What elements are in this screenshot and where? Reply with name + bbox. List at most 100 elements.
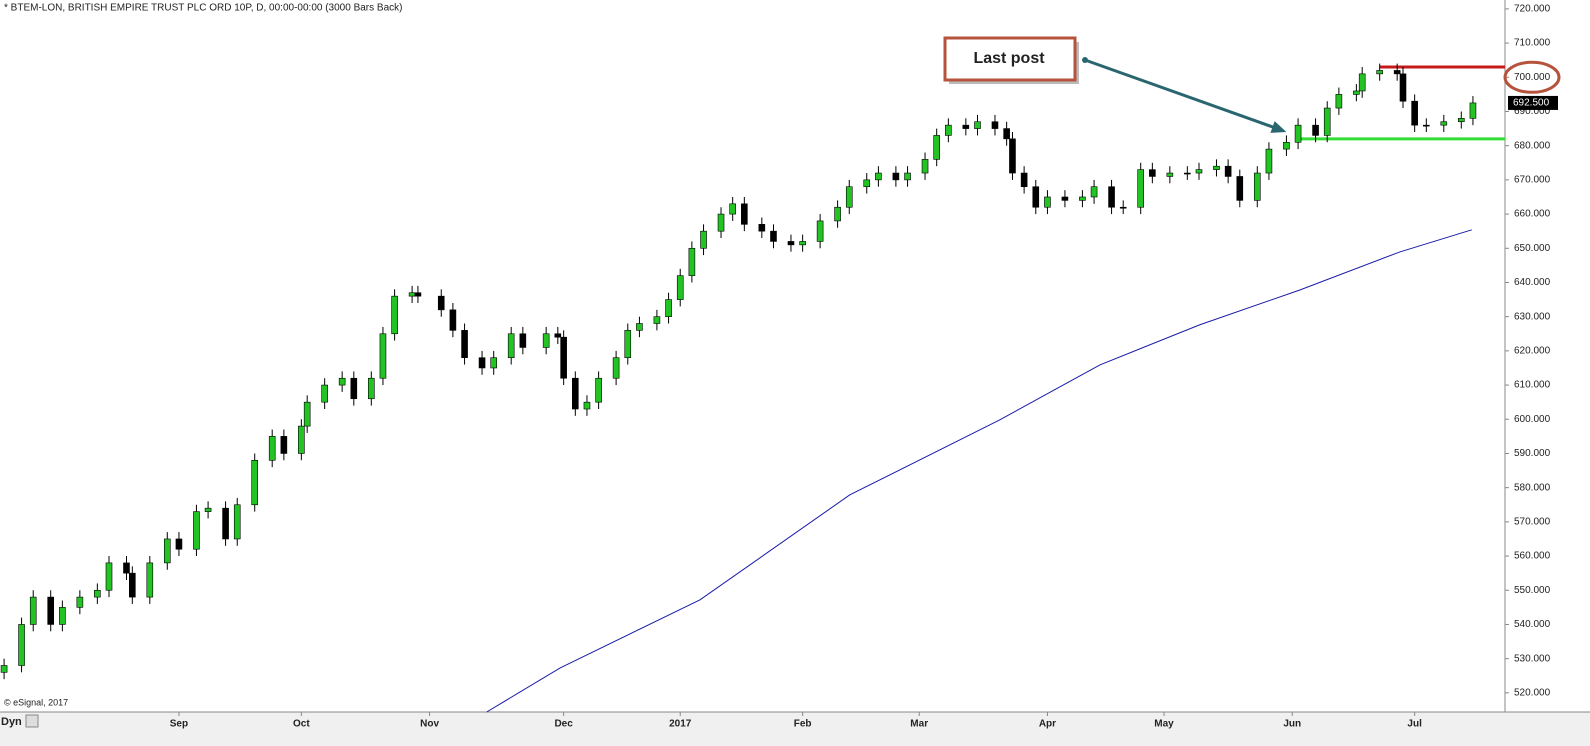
- candle-body: [1312, 124, 1319, 136]
- candle-body: [163, 538, 171, 564]
- y-tick-label: 540.000: [1514, 619, 1551, 630]
- candle-body: [251, 460, 259, 506]
- moving-average: [486, 229, 1472, 713]
- y-tick-label: 720.000: [1514, 4, 1551, 15]
- candle-body: [1137, 169, 1144, 208]
- x-tick-label: Oct: [293, 719, 310, 730]
- candle-body: [962, 124, 970, 129]
- candle-body: [787, 241, 795, 246]
- y-tick-label: 520.000: [1514, 687, 1551, 698]
- candle-body: [1184, 172, 1191, 175]
- candle-body: [175, 538, 183, 550]
- y-tick-label: 630.000: [1514, 311, 1551, 322]
- y-tick-label: 640.000: [1514, 277, 1551, 288]
- candle-body: [350, 377, 358, 400]
- candle-body: [1294, 124, 1302, 143]
- candle-body: [688, 247, 696, 276]
- candle-body: [974, 121, 981, 129]
- y-tick-label: 650.000: [1514, 243, 1551, 254]
- y-tick-label: 620.000: [1514, 346, 1551, 357]
- candle-body: [1353, 90, 1360, 95]
- candle-body: [1009, 138, 1016, 174]
- candle-body: [542, 333, 550, 348]
- x-tick-label: Nov: [420, 719, 439, 730]
- candle-body: [845, 186, 853, 208]
- candle-body: [222, 507, 229, 540]
- candle-body: [1469, 102, 1477, 119]
- candle-body: [1393, 70, 1401, 75]
- candle-body: [408, 292, 416, 297]
- candle-body: [303, 401, 311, 427]
- tick-highlight: [1503, 60, 1561, 94]
- candle-body: [624, 330, 632, 359]
- last-price-box: [1508, 95, 1558, 110]
- y-tick-label: 660.000: [1514, 209, 1551, 220]
- candle-body: [560, 336, 567, 379]
- candle-body: [665, 299, 672, 317]
- candle-body: [321, 384, 328, 403]
- candle-body: [1358, 73, 1366, 92]
- candle-body: [1166, 172, 1174, 177]
- candle-body: [338, 377, 346, 386]
- candle-body: [892, 172, 900, 181]
- y-tick-label: 710.000: [1514, 38, 1551, 49]
- candle-body: [268, 436, 276, 461]
- candle-body: [367, 377, 375, 400]
- annotation-box: [943, 36, 1077, 82]
- candle-body: [595, 377, 602, 403]
- candle-body: [1020, 172, 1028, 188]
- annotation-text: Last post: [973, 50, 1045, 67]
- candle-body: [1149, 169, 1156, 177]
- candle-body: [59, 607, 66, 625]
- x-tick-label: Jun: [1283, 719, 1301, 730]
- x-tick-label: May: [1154, 719, 1174, 730]
- candle-body: [583, 401, 591, 410]
- candle-body: [449, 309, 457, 331]
- candle-body: [945, 124, 952, 136]
- candle-body: [18, 624, 25, 666]
- candle-body: [414, 292, 422, 297]
- candle-body: [437, 295, 445, 311]
- lock-icon[interactable]: [25, 714, 39, 728]
- candle-body: [676, 275, 684, 300]
- candle-body: [0, 665, 8, 673]
- candle-body: [700, 230, 707, 249]
- candle-body: [507, 333, 515, 359]
- candle-body: [921, 159, 929, 174]
- y-tick-label: 580.000: [1514, 482, 1551, 493]
- candle-body: [758, 224, 766, 232]
- candle-body: [1265, 148, 1273, 174]
- candle-body: [1224, 165, 1232, 177]
- candle-body: [1079, 196, 1086, 201]
- candle-body: [47, 596, 55, 625]
- candle-body: [1440, 121, 1448, 126]
- candle-body: [1457, 118, 1465, 123]
- candle-body: [146, 562, 154, 598]
- candle-body: [1195, 169, 1203, 174]
- candle-body: [799, 241, 806, 246]
- arrow-head: [1270, 121, 1287, 133]
- candle-body: [1411, 100, 1418, 126]
- candle-body: [816, 220, 824, 242]
- y-tick-label: 680.000: [1514, 140, 1551, 151]
- y-tick-label: 610.000: [1514, 380, 1551, 391]
- candle-body: [379, 333, 387, 379]
- candle-body: [863, 179, 871, 188]
- x-tick-label: 2017: [669, 719, 692, 730]
- candle-body: [904, 172, 911, 181]
- candle-body: [1236, 176, 1244, 201]
- candle-body: [233, 504, 241, 540]
- candle-body: [991, 121, 999, 129]
- x-tick-label: Apr: [1039, 719, 1056, 730]
- candle-body: [105, 562, 113, 591]
- candle-body: [193, 511, 200, 550]
- candle-body: [1032, 186, 1040, 208]
- candle-body: [653, 316, 661, 324]
- candle-body: [1423, 124, 1430, 127]
- candle-body: [1108, 186, 1115, 208]
- candle-body: [1119, 206, 1127, 209]
- candle-body: [1376, 70, 1383, 75]
- chart-title: * BTEM-LON, BRITISH EMPIRE TRUST PLC ORD…: [4, 3, 402, 14]
- candle-body: [933, 135, 940, 160]
